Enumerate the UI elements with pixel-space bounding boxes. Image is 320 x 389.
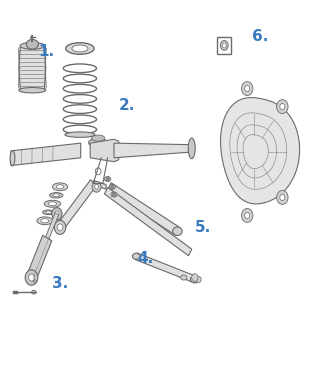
Ellipse shape xyxy=(105,177,111,182)
Ellipse shape xyxy=(109,184,116,189)
Circle shape xyxy=(280,103,285,110)
Circle shape xyxy=(242,209,253,223)
Polygon shape xyxy=(108,183,179,235)
Ellipse shape xyxy=(41,219,49,223)
Polygon shape xyxy=(11,143,81,166)
Text: 5.: 5. xyxy=(195,220,211,235)
Text: 3.: 3. xyxy=(52,276,68,291)
Circle shape xyxy=(276,191,288,204)
Circle shape xyxy=(52,208,62,220)
Circle shape xyxy=(25,270,38,285)
Circle shape xyxy=(242,82,253,96)
Polygon shape xyxy=(19,46,46,90)
Bar xyxy=(217,37,231,54)
Ellipse shape xyxy=(188,138,195,159)
Circle shape xyxy=(245,86,250,92)
Polygon shape xyxy=(93,180,106,189)
Text: 6.: 6. xyxy=(252,29,268,44)
Ellipse shape xyxy=(180,275,187,280)
Ellipse shape xyxy=(20,42,44,49)
Ellipse shape xyxy=(72,45,88,52)
Ellipse shape xyxy=(43,210,55,215)
Polygon shape xyxy=(135,253,196,283)
Ellipse shape xyxy=(19,88,46,93)
Circle shape xyxy=(112,193,116,196)
Ellipse shape xyxy=(190,276,199,283)
Ellipse shape xyxy=(56,185,64,189)
Circle shape xyxy=(192,274,198,281)
Circle shape xyxy=(29,274,34,281)
Circle shape xyxy=(245,212,250,219)
Circle shape xyxy=(276,100,288,114)
Text: 1.: 1. xyxy=(38,44,54,59)
Polygon shape xyxy=(57,180,96,230)
Circle shape xyxy=(54,221,66,234)
Ellipse shape xyxy=(111,192,117,197)
Polygon shape xyxy=(27,235,52,280)
Ellipse shape xyxy=(37,217,53,224)
Polygon shape xyxy=(114,143,192,158)
Text: 4.: 4. xyxy=(138,251,154,266)
Ellipse shape xyxy=(26,39,38,49)
Ellipse shape xyxy=(52,183,68,191)
Circle shape xyxy=(196,276,201,282)
Ellipse shape xyxy=(10,151,15,166)
Ellipse shape xyxy=(89,138,108,147)
Text: 2.: 2. xyxy=(119,98,135,113)
Ellipse shape xyxy=(53,194,60,197)
Ellipse shape xyxy=(66,43,94,54)
Ellipse shape xyxy=(220,40,228,50)
Polygon shape xyxy=(220,98,300,204)
Circle shape xyxy=(280,194,285,200)
Circle shape xyxy=(57,224,63,231)
Polygon shape xyxy=(45,213,59,239)
Ellipse shape xyxy=(173,227,182,235)
Ellipse shape xyxy=(33,280,36,283)
Circle shape xyxy=(111,185,114,189)
Ellipse shape xyxy=(44,200,61,207)
Ellipse shape xyxy=(132,253,140,259)
Ellipse shape xyxy=(32,290,36,294)
Circle shape xyxy=(95,184,99,189)
Ellipse shape xyxy=(48,202,57,206)
Circle shape xyxy=(92,181,101,192)
Ellipse shape xyxy=(46,211,52,214)
Circle shape xyxy=(95,168,101,175)
Ellipse shape xyxy=(222,43,226,48)
Ellipse shape xyxy=(50,193,63,198)
Ellipse shape xyxy=(65,132,95,137)
Ellipse shape xyxy=(92,135,105,141)
Polygon shape xyxy=(90,139,119,162)
Circle shape xyxy=(55,211,59,217)
Circle shape xyxy=(106,177,109,181)
Polygon shape xyxy=(104,187,192,256)
